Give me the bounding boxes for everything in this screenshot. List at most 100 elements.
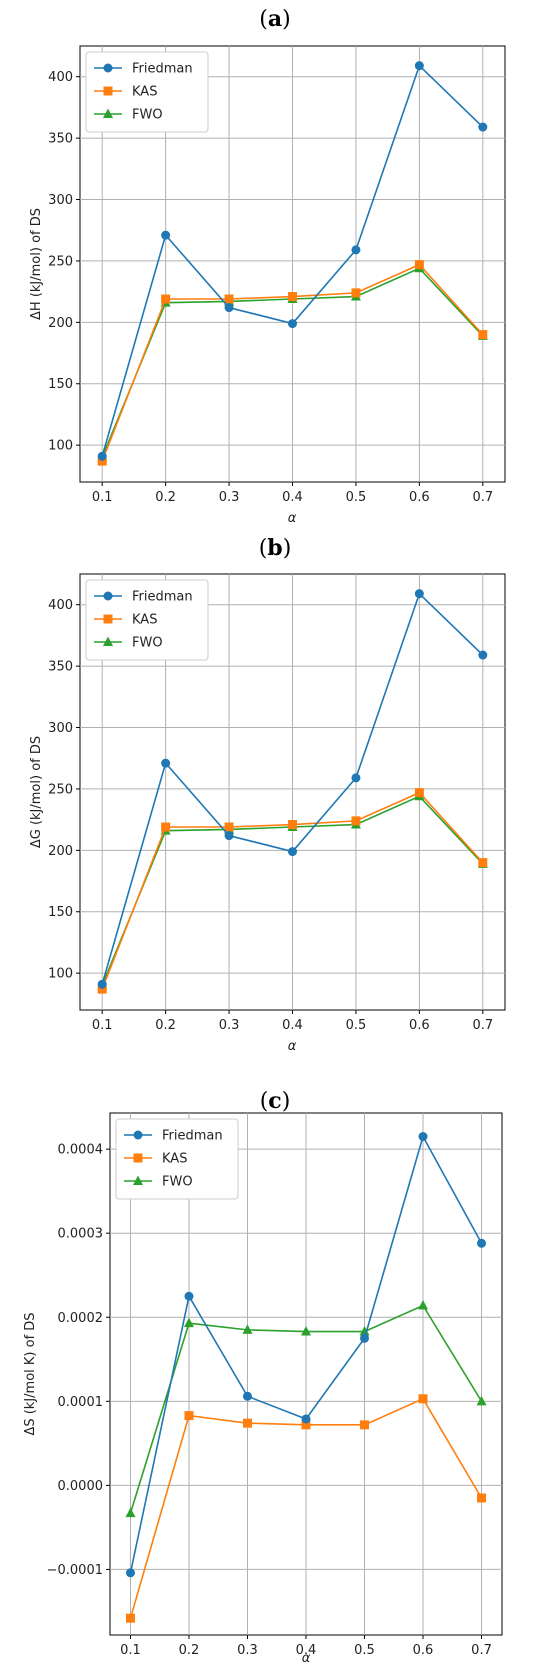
panel-b-legend-kas-label: KAS [132,613,157,628]
panel-b-legend: Friedman KAS FWO [85,579,209,661]
panel-b-y-tick-label: 400 [48,598,73,613]
panel-a-y-tick-label: 150 [48,377,73,392]
panel-a-series-kas-point [224,294,234,304]
panel-a-series-kas-point [161,294,171,304]
panel-a-series-kas-point [351,288,361,298]
panel-a-title: (a) [259,6,290,32]
panel-c-series-fwo-point [183,1317,194,1328]
panel-c-y-axis-label: ΔS (kJ/mol K) of DS [23,1312,38,1435]
panel-c-legend-friedman-marker [133,1130,143,1140]
panel-a-series-kas-point [478,330,488,340]
panel-c-x-tick-label: 0.1 [120,1643,141,1658]
panel-b-y-tick-label: 250 [48,782,73,797]
panel-b-y-tick-label: 200 [48,844,73,859]
panel-c-series-fwo-point [418,1299,429,1310]
panel-c-x-tick-label: 0.6 [413,1643,434,1658]
panel-b-legend-frame [85,579,209,661]
panel-c-series-friedman-point [477,1238,487,1248]
panel-b-y-axis-label: ΔG (kJ/mol) of DS [29,736,44,848]
panel-b-y-tick-label: 350 [48,660,73,675]
panel-b-x-tick-label: 0.6 [409,1018,430,1033]
panel-c-series-fwo-point [242,1324,253,1334]
panel-a-series-friedman-point [351,245,361,255]
panel-c-legend-friedman-label: Friedman [162,1129,223,1144]
panel-a-x-tick-label: 0.2 [155,490,176,505]
panel-b-x-tick-label: 0.7 [472,1018,493,1033]
panel-a-series-friedman-point [288,319,297,329]
panel-a-y-tick-label: 200 [48,316,73,331]
panel-c-series [125,1132,487,1623]
panel-c-series-kas-point [418,1394,428,1404]
panel-c-y-tick-label: 0.0002 [58,1311,104,1326]
panel-b-legend-fwo-label: FWO [132,636,163,651]
panel-c-series-fwo-point [125,1507,136,1518]
panel-c-y-tick-label: 0.0001 [58,1395,104,1410]
panel-c-series-fwo-point [476,1395,487,1406]
panel-b-x-tick-label: 0.1 [92,1018,113,1033]
panel-c-series-friedman-point [301,1414,311,1424]
panel-a-series-friedman-point [161,230,171,240]
panel-b-x-tick-label: 0.2 [155,1018,176,1033]
panel-a-series-friedman-point [97,451,107,461]
panel-a-ticks: 0.1 0.2 0.3 0.4 0.5 0.6 0.7 100 150 200 250 300 350 4… [48,70,493,505]
panel-b-series-kas-point [288,820,297,830]
panel-a-x-tick-label: 0.4 [282,490,303,505]
panel-c-x-axis-label: α [302,1651,311,1666]
panel-b-title: (b) [259,535,292,561]
panel-b-series-kas-point [97,984,107,994]
panel-c-x-tick-label: 0.2 [179,1643,200,1658]
panel-b-series-friedman-point [97,979,107,989]
panel-b-x-tick-label: 0.4 [282,1018,303,1033]
panel-b-x-tick-label: 0.3 [219,1018,240,1033]
panel-b-x-axis-label: α [288,1039,297,1054]
panel-a-y-tick-label: 400 [48,70,73,85]
panel-c-ticks: 0.1 0.2 0.3 0.4 0.5 0.6 0.7 −0.0001 0.0000 0.0001… [47,1143,492,1658]
panel-c-series-fwo-point [301,1326,311,1336]
panel-b-series-friedman-point [161,758,171,768]
panel-b-legend-kas-marker [103,614,113,624]
panel-c-series-friedman-point [125,1568,135,1578]
panel-a-x-axis-label: α [288,511,297,526]
panel-b-series-friedman-point [288,847,297,857]
panel-b: (b) 0.1 0.2 0.3 0.4 0.5 0.6 0.7 100 150 200 250 300… [29,535,506,1054]
panel-b-series-friedman-point [224,831,234,841]
panel-a-x-tick-label: 0.6 [409,490,430,505]
panel-a-y-tick-label: 350 [48,132,73,147]
panel-b-ticks: 0.1 0.2 0.3 0.4 0.5 0.6 0.7 100 150 200 250 300 350 4… [48,598,493,1033]
panel-a: (a) 0.1 0.2 0.3 0.4 0.5 0.6 0.7 100 150 200 250 300… [29,6,506,526]
panel-c-series-kas-point [301,1420,311,1430]
panel-a-legend-frame [85,51,209,133]
panel-a-x-tick-label: 0.7 [472,490,493,505]
panel-c-series-kas-point [125,1613,135,1623]
panel-b-x-tick-label: 0.5 [346,1018,367,1033]
panel-b-y-tick-label: 150 [48,905,73,920]
panel-b-series-kas-point [351,816,361,826]
panel-a-series-kas-point [414,260,424,270]
panel-b-series-friedman-point [414,589,424,599]
panel-c-series-friedman-point [184,1291,194,1301]
panel-b-series-friedman-point [478,650,488,660]
panel-b-series-kas-point [161,822,171,832]
panel-c-title: (c) [260,1088,291,1114]
panel-c-legend-fwo-marker [133,1175,143,1185]
panel-a-series [97,61,488,466]
panel-c-legend-fwo-label: FWO [162,1175,193,1190]
panel-c-series-friedman-point [360,1333,370,1343]
panel-c-series-kas-point [477,1493,487,1503]
panel-b-y-tick-label: 300 [48,721,73,736]
panel-a-y-axis-label: ΔH (kJ/mol) of DS [29,208,44,320]
panel-a-series-friedman-point [224,303,234,313]
panel-b-series-kas-point [224,822,234,832]
panel-b-series-kas-point [414,788,424,798]
panel-b-series-friedman-point [351,773,361,783]
panel-c-x-tick-label: 0.3 [237,1643,258,1658]
panel-a-legend-kas-label: KAS [132,85,157,100]
panel-a-x-tick-label: 0.1 [92,490,113,505]
panel-a-series-kas-point [288,292,297,302]
panel-b-y-tick-label: 100 [48,967,73,982]
panel-c-legend-kas-label: KAS [162,1152,187,1167]
panel-c-y-tick-label: 0.0000 [58,1479,104,1494]
panel-a-legend-friedman-marker [103,63,113,73]
panel-c-legend: Friedman KAS FWO [115,1118,239,1200]
panel-c-series-kas-point [360,1420,370,1430]
